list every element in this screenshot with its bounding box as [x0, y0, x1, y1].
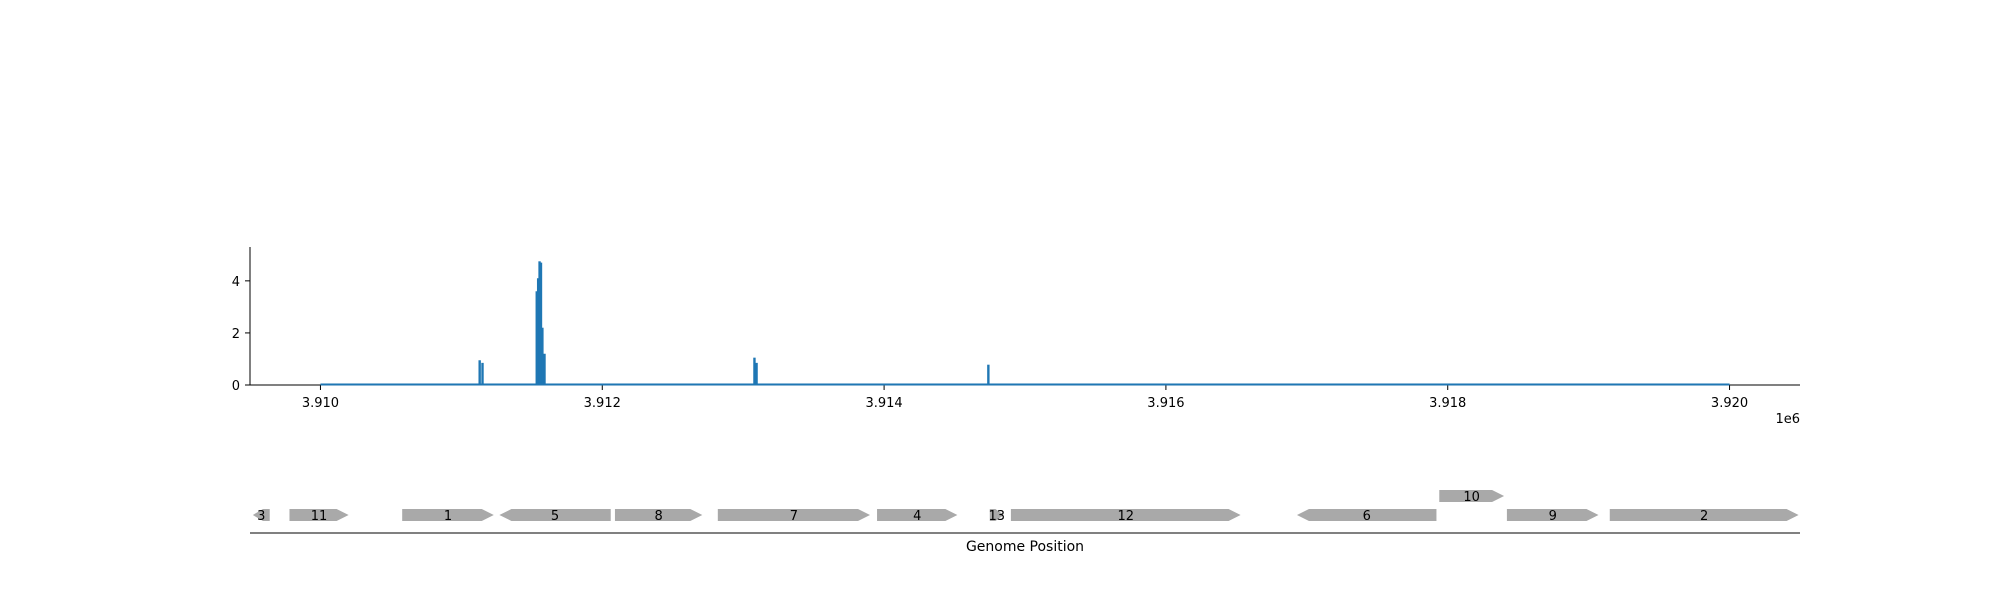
gene-label: 10 — [1463, 490, 1480, 505]
coverage-peak — [481, 362, 484, 385]
coverage-peak — [543, 353, 546, 385]
gene-arrow — [1506, 509, 1599, 521]
gene-arrow — [499, 509, 611, 521]
gene-arrow — [989, 509, 1004, 521]
gene-arrow — [1010, 509, 1241, 521]
coverage-peak — [539, 262, 543, 385]
coverage-peak — [538, 261, 541, 385]
coverage-peak — [535, 291, 538, 385]
gene-arrow — [877, 509, 958, 521]
gene-label: 2 — [1700, 509, 1708, 524]
x-tick-label: 3.914 — [865, 396, 902, 411]
x-ticks: 3.910 3.912 3.914 3.916 3.918 3.920 — [302, 385, 1748, 411]
gene-arrow — [289, 509, 349, 521]
gene-arrow — [1439, 490, 1505, 502]
gene-label: 9 — [1549, 509, 1557, 524]
y-tick-label: 0 — [232, 379, 240, 394]
coverage-peak — [753, 357, 756, 385]
y-tick-label: 4 — [232, 275, 240, 290]
x-tick-label: 3.916 — [1147, 396, 1184, 411]
gene-label: 12 — [1117, 509, 1134, 524]
gene-label: 8 — [654, 509, 662, 524]
gene-label: 1 — [444, 509, 452, 524]
coverage-peak — [541, 327, 544, 385]
gene-label: 5 — [551, 509, 559, 524]
coverage-peak — [987, 364, 990, 385]
gene-arrow — [1609, 509, 1799, 521]
gene-arrow — [252, 509, 270, 521]
gene-arrow — [1296, 509, 1437, 521]
gene-label: 11 — [311, 509, 328, 524]
x-multiplier-label: 1e6 — [1775, 412, 1800, 427]
coverage-marks — [320, 261, 1730, 386]
gene-label: 7 — [790, 509, 798, 524]
y-ticks: 0 2 4 — [232, 275, 250, 394]
coverage-panel: 0 2 4 3.910 3.912 3.914 3.916 3.918 3.920 1e6 — [232, 247, 1800, 427]
x-tick-label: 3.920 — [1711, 396, 1748, 411]
coverage-baseline — [320, 383, 1730, 386]
gene-arrow — [614, 509, 703, 521]
gene-label: 4 — [913, 509, 921, 524]
x-tick-label: 3.912 — [584, 396, 621, 411]
x-tick-label: 3.910 — [302, 396, 339, 411]
y-tick-label: 2 — [232, 327, 240, 342]
gene-label: 6 — [1363, 509, 1371, 524]
coverage-peak — [755, 362, 758, 385]
gene-arrow — [402, 509, 494, 521]
x-axis-label: Genome Position — [966, 539, 1084, 555]
gene-label: 3 — [257, 509, 265, 524]
gene-arrow — [717, 509, 870, 521]
coverage-peak — [478, 360, 481, 385]
coverage-peak — [536, 278, 540, 385]
x-tick-label: 3.918 — [1429, 396, 1466, 411]
gene-label: 13 — [989, 509, 1006, 524]
